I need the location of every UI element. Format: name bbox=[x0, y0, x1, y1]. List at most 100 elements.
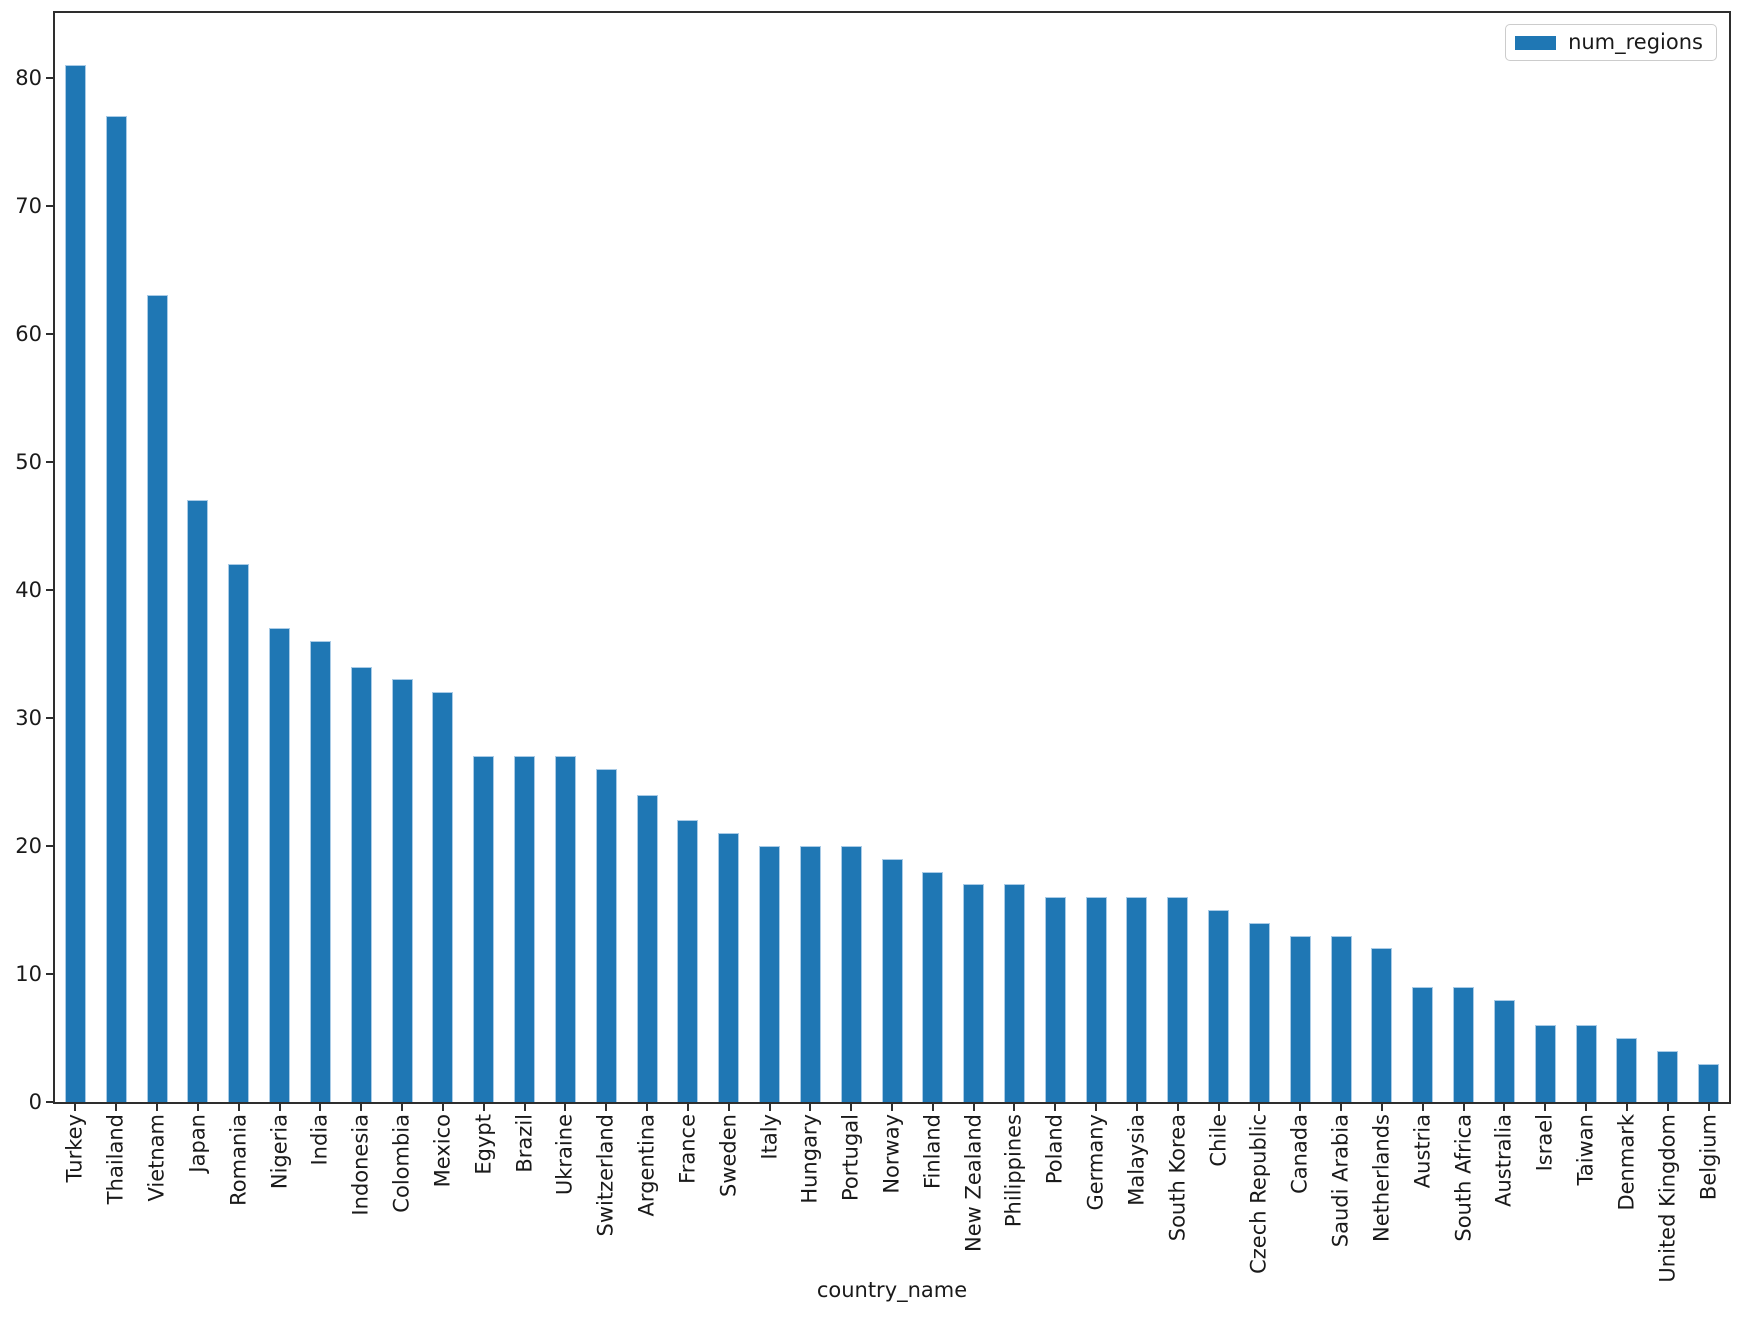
bar bbox=[1453, 986, 1475, 1102]
x-tick-label-text: Ukraine bbox=[552, 1114, 577, 1196]
x-tick-label-text: Mexico bbox=[430, 1114, 455, 1188]
x-tick bbox=[850, 1104, 853, 1111]
x-tick-label-text: Finland bbox=[920, 1114, 945, 1190]
x-tick-label-text: South Korea bbox=[1165, 1114, 1190, 1242]
x-tick bbox=[1299, 1104, 1302, 1111]
x-tick-label: Mexico bbox=[430, 1114, 455, 1188]
x-tick-label: Ukraine bbox=[552, 1114, 577, 1196]
x-tick-label-text: Australia bbox=[1491, 1114, 1516, 1207]
bar bbox=[1003, 884, 1025, 1102]
x-tick-label: Saudi Arabia bbox=[1329, 1114, 1353, 1247]
x-tick-label-text: New Zealand bbox=[961, 1114, 986, 1252]
x-tick bbox=[1013, 1104, 1016, 1111]
bar bbox=[1044, 897, 1066, 1102]
y-tick-label: 70 bbox=[15, 193, 42, 218]
x-tick bbox=[1054, 1104, 1057, 1111]
bar bbox=[922, 871, 944, 1102]
bar bbox=[595, 769, 617, 1102]
x-tick-label-text: United Kingdom bbox=[1655, 1114, 1680, 1283]
x-tick bbox=[1462, 1104, 1465, 1111]
x-tick-label-text: Thailand bbox=[103, 1114, 128, 1205]
x-tick-label-text: Malaysia bbox=[1124, 1114, 1149, 1206]
x-tick bbox=[891, 1104, 893, 1111]
x-tick-label-text: Turkey bbox=[62, 1114, 87, 1183]
x-tick-label-text: Denmark bbox=[1614, 1114, 1639, 1211]
bar bbox=[759, 845, 780, 1102]
bar bbox=[554, 756, 576, 1102]
x-tick-label-text: Israel bbox=[1532, 1114, 1557, 1172]
bar bbox=[1575, 1025, 1597, 1102]
bar bbox=[1330, 935, 1352, 1102]
x-tick-label-text: Austria bbox=[1410, 1114, 1435, 1189]
x-tick-label: Romania bbox=[226, 1114, 250, 1206]
x-tick-label-text: Indonesia bbox=[348, 1114, 373, 1216]
x-tick-label: India bbox=[308, 1114, 332, 1166]
x-tick-label-text: Poland bbox=[1042, 1114, 1067, 1185]
x-tick bbox=[237, 1104, 240, 1111]
x-tick-label: Philippines bbox=[1001, 1114, 1026, 1228]
bar bbox=[473, 756, 495, 1102]
x-tick-label-text: Switzerland bbox=[593, 1114, 618, 1237]
x-axis-title: country_name bbox=[816, 1278, 968, 1302]
y-tick bbox=[46, 332, 53, 335]
x-tick-label-text: Egypt bbox=[471, 1114, 496, 1175]
bar bbox=[677, 820, 699, 1102]
bar bbox=[1616, 1037, 1638, 1102]
x-tick bbox=[1135, 1104, 1138, 1111]
x-tick-label-text: Chile bbox=[1206, 1114, 1231, 1167]
bar bbox=[432, 692, 454, 1102]
x-tick bbox=[1217, 1104, 1220, 1111]
x-tick bbox=[1176, 1104, 1179, 1111]
x-tick bbox=[564, 1104, 567, 1111]
x-tick-label: Netherlands bbox=[1369, 1114, 1393, 1242]
x-tick-label: Australia bbox=[1491, 1114, 1516, 1207]
x-tick-label-text: Colombia bbox=[389, 1114, 414, 1213]
bar bbox=[1289, 935, 1311, 1102]
legend: num_regions bbox=[1505, 24, 1717, 61]
x-tick-label: Taiwan bbox=[1574, 1114, 1598, 1185]
x-tick-label: United Kingdom bbox=[1655, 1114, 1680, 1283]
x-tick-label-text: Norway bbox=[879, 1114, 904, 1194]
legend-label: num_regions bbox=[1568, 30, 1703, 54]
bar bbox=[391, 679, 413, 1102]
x-tick bbox=[1258, 1104, 1261, 1111]
x-tick bbox=[196, 1104, 199, 1111]
x-tick-label-text: Portugal bbox=[838, 1114, 863, 1201]
x-tick-label-text: Nigeria bbox=[267, 1114, 292, 1190]
x-tick-label-text: Argentina bbox=[634, 1114, 659, 1217]
x-tick-label-text: Brazil bbox=[512, 1114, 537, 1173]
x-tick bbox=[74, 1104, 77, 1111]
y-tick-label: 0 bbox=[28, 1090, 42, 1114]
x-tick-label: Israel bbox=[1532, 1114, 1557, 1172]
y-tick-label: 10 bbox=[15, 961, 42, 986]
y-tick bbox=[46, 716, 53, 719]
x-tick-label: Switzerland bbox=[593, 1114, 618, 1237]
x-tick-label-text: Philippines bbox=[1001, 1114, 1026, 1228]
x-tick-label-text: Vietnam bbox=[144, 1114, 169, 1202]
x-tick-label-text: South Africa bbox=[1451, 1114, 1476, 1242]
x-tick-label: Vietnam bbox=[144, 1114, 169, 1202]
bar bbox=[1248, 922, 1270, 1102]
bar bbox=[636, 794, 658, 1102]
x-tick bbox=[686, 1104, 689, 1111]
bar bbox=[228, 564, 250, 1102]
bar bbox=[64, 64, 86, 1102]
bar bbox=[1167, 897, 1189, 1102]
x-tick bbox=[278, 1104, 281, 1111]
y-tick-label: 50 bbox=[15, 449, 42, 474]
x-tick-label: Belgium bbox=[1696, 1114, 1721, 1201]
x-tick-label: New Zealand bbox=[961, 1114, 986, 1252]
x-tick bbox=[1707, 1104, 1710, 1111]
x-tick-label: Chile bbox=[1206, 1114, 1231, 1167]
x-tick-label: Canada bbox=[1288, 1114, 1312, 1194]
x-tick-label: Portugal bbox=[838, 1114, 863, 1201]
bar bbox=[1085, 897, 1107, 1102]
bar bbox=[1657, 1050, 1679, 1102]
x-tick bbox=[1340, 1104, 1343, 1111]
x-tick-label-text: Belgium bbox=[1696, 1114, 1721, 1201]
x-tick-label-text: Czech Republic bbox=[1246, 1114, 1271, 1274]
x-tick bbox=[931, 1104, 934, 1111]
x-tick bbox=[727, 1104, 730, 1111]
bar bbox=[799, 845, 821, 1102]
x-tick-label: Thailand bbox=[103, 1114, 128, 1205]
